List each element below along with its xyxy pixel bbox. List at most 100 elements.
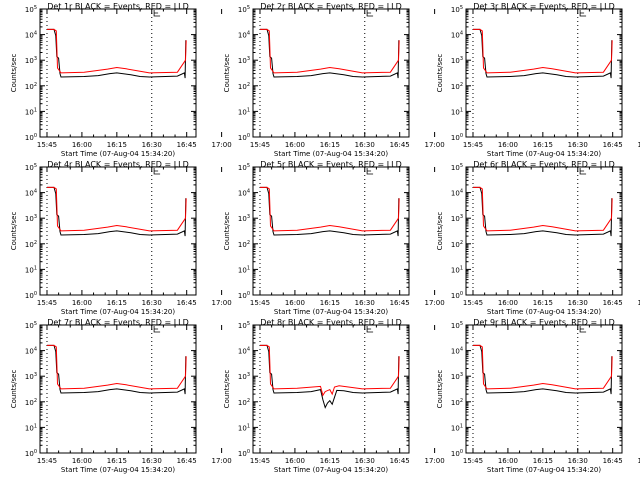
lld-series-line (260, 28, 400, 74)
panel-title: Det 6r BLACK = Events, RED = LLD (473, 160, 615, 169)
y-axis-label: Counts/sec (223, 370, 231, 409)
y-tick-exponent: 1 (247, 423, 250, 429)
plot-frame (465, 8, 623, 138)
bracket-glyph (153, 10, 161, 17)
y-tick-label: 102 (451, 398, 463, 407)
x-tick-label: 15:45 (250, 457, 270, 465)
x-tick-label: 16:30 (355, 457, 375, 465)
y-tick-exponent: 2 (247, 82, 250, 88)
detector-panel-9: Det 9r BLACK = Events, RED = LLD 100 101 10… (436, 318, 640, 474)
x-tick-label: 17:00 (638, 299, 640, 307)
y-tick-label: 102 (25, 398, 37, 407)
y-tick-label: 100 (451, 133, 463, 142)
x-tick-label: 16:30 (355, 141, 375, 149)
y-tick-label: 100 (451, 291, 463, 300)
x-tick-label: 16:45 (177, 299, 197, 307)
x-tick-label: 16:00 (285, 141, 305, 149)
y-axis-label: Counts/sec (223, 212, 231, 251)
y-tick-label: 101 (451, 265, 463, 274)
plot-frame (252, 8, 410, 138)
y-tick-label: 104 (25, 189, 37, 198)
detector-panel-8: Det 8r BLACK = Events, RED = LLD10010110… (223, 318, 445, 474)
x-axis-label: Start Time (07-Aug-04 15:34:20) (61, 308, 175, 316)
y-tick-label: 103 (451, 372, 463, 381)
panel-title: Det 9r BLACK = Events, RED = LLD (473, 318, 615, 327)
y-tick-label: 101 (238, 107, 250, 116)
y-tick-exponent: 3 (247, 214, 250, 220)
y-tick-exponent: 0 (460, 449, 463, 455)
panel-title: Det 3r BLACK = Events, RED = LLD (473, 2, 615, 11)
y-tick-exponent: 1 (460, 265, 463, 271)
x-tick-label: 16:15 (533, 457, 553, 465)
x-tick-label: 16:15 (107, 299, 127, 307)
panel-title: Det 4r BLACK = Events, RED = LLD (47, 160, 189, 169)
x-tick-label: 15:45 (463, 141, 483, 149)
y-tick-label: 103 (451, 56, 463, 65)
y-tick-exponent: 4 (34, 189, 37, 195)
y-axis-label: Counts/sec (436, 54, 444, 93)
y-tick-label: 103 (25, 56, 37, 65)
x-axis-label: Start Time (07-Aug-04 15:34:20) (274, 466, 388, 474)
y-tick-label: 105 (25, 5, 37, 14)
y-axis-label: Counts/sec (436, 370, 444, 409)
x-tick-label: 16:30 (568, 457, 588, 465)
y-tick-label: 102 (25, 240, 37, 249)
x-tick-label: 16:00 (498, 457, 518, 465)
y-tick-label: 101 (451, 423, 463, 432)
y-axis-label: Counts/sec (10, 370, 18, 409)
y-tick-exponent: 4 (34, 347, 37, 353)
y-tick-label: 100 (25, 133, 37, 142)
y-tick-label: 105 (238, 321, 250, 330)
x-tick-label: 15:45 (37, 299, 57, 307)
y-tick-exponent: 1 (247, 107, 250, 113)
y-tick-label: 104 (25, 31, 37, 40)
x-axis-label: Start Time (07-Aug-04 15:34:20) (487, 466, 601, 474)
x-tick-label: 17:00 (425, 457, 445, 465)
y-tick-label: 102 (238, 82, 250, 91)
x-tick-label: 16:00 (498, 141, 518, 149)
x-tick-label: 16:45 (390, 457, 410, 465)
y-tick-exponent: 2 (460, 398, 463, 404)
x-tick-label: 16:45 (177, 141, 197, 149)
lld-series-line (47, 28, 187, 74)
y-tick-exponent: 2 (34, 240, 37, 246)
y-tick-label: 105 (25, 321, 37, 330)
events-series-line (47, 344, 187, 395)
x-tick-label: 16:30 (142, 141, 162, 149)
x-tick-label: 15:45 (250, 141, 270, 149)
x-tick-label: 16:00 (72, 141, 92, 149)
y-tick-label: 100 (451, 449, 463, 458)
x-tick-label: 16:45 (603, 141, 623, 149)
y-tick-exponent: 2 (247, 398, 250, 404)
x-tick-label: 16:15 (320, 457, 340, 465)
x-tick-label: 16:30 (142, 457, 162, 465)
x-tick-label: 16:45 (177, 457, 197, 465)
detector-panel-5: Det 5r BLACK = Events, RED = LLD10010110… (223, 160, 445, 316)
y-tick-label: 102 (238, 240, 250, 249)
y-tick-exponent: 2 (460, 82, 463, 88)
y-tick-exponent: 3 (460, 372, 463, 378)
y-tick-label: 101 (238, 423, 250, 432)
bracket-glyph (579, 10, 587, 17)
x-tick-label: 16:15 (107, 457, 127, 465)
events-series-line (260, 186, 400, 237)
plot-frame (39, 324, 197, 454)
x-tick-label: 17:00 (638, 141, 640, 149)
events-series-line (473, 186, 613, 237)
y-tick-exponent: 2 (34, 82, 37, 88)
y-tick-label: 102 (451, 240, 463, 249)
y-tick-exponent: 3 (247, 372, 250, 378)
x-tick-label: 17:00 (638, 457, 640, 465)
events-series-line (473, 28, 613, 79)
y-tick-label: 102 (238, 398, 250, 407)
y-tick-exponent: 4 (247, 347, 250, 353)
y-tick-label: 105 (238, 5, 250, 14)
y-tick-label: 105 (238, 163, 250, 172)
y-tick-exponent: 0 (34, 291, 37, 297)
y-tick-exponent: 0 (460, 291, 463, 297)
x-tick-label: 17:00 (425, 141, 445, 149)
y-tick-exponent: 3 (460, 56, 463, 62)
panel-title: Det 5r BLACK = Events, RED = LLD (260, 160, 402, 169)
y-tick-exponent: 0 (247, 291, 250, 297)
y-tick-exponent: 0 (460, 133, 463, 139)
